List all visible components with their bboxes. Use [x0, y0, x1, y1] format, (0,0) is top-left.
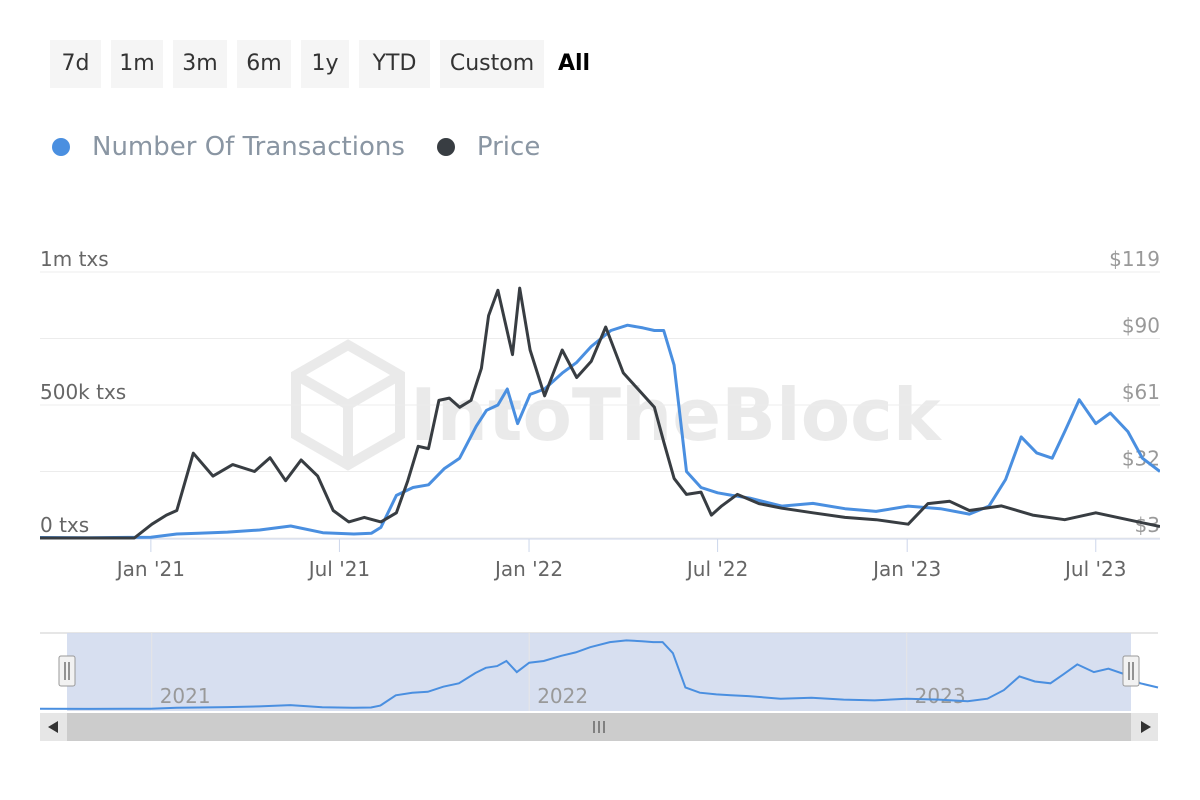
scrollbar-thumb[interactable] [67, 713, 1131, 741]
watermark-text: IntoTheBlock [410, 373, 943, 457]
legend-item-price[interactable]: Price [436, 132, 541, 162]
range-6m-button[interactable]: 6m [237, 40, 291, 88]
range-selector: 7d 1m 3m 6m 1y YTD Custom All [50, 40, 604, 88]
legend-item-transactions[interactable]: Number Of Transactions [52, 132, 405, 162]
watermark: IntoTheBlock [291, 339, 943, 471]
navigator-handle-body [58, 655, 76, 687]
range-1y-button[interactable]: 1y [301, 40, 349, 88]
x-axis-tick-label: Jul '22 [685, 557, 748, 581]
legend-label-transactions: Number Of Transactions [92, 132, 405, 162]
x-axis-tick-label: Jan '22 [493, 557, 563, 581]
navigator-handle[interactable] [58, 655, 76, 687]
left-axis-tick-label: 500k txs [40, 380, 126, 404]
scroll-left-arrow-icon [48, 721, 58, 733]
chart-legend: Number Of Transactions Price [52, 132, 572, 162]
navigator-year-label: 2021 [160, 684, 211, 708]
series-line-transactions [40, 323, 1160, 540]
navigator-year-label: 2023 [915, 684, 966, 708]
scrollbar-track[interactable] [40, 713, 1158, 741]
right-axis-tick-label: $90 [1122, 314, 1160, 338]
left-axis-tick-label: 0 txs [40, 513, 89, 537]
right-axis-tick-label: $119 [1109, 247, 1160, 271]
range-7d-button[interactable]: 7d [50, 40, 101, 88]
series-line-price [40, 286, 1160, 540]
right-axis-tick-label: $32 [1122, 447, 1160, 471]
range-custom-button[interactable]: Custom [440, 40, 544, 88]
scroll-right-arrow-icon [1141, 721, 1151, 733]
scrollbar-left-button[interactable] [40, 713, 67, 741]
legend-dot-transactions [52, 138, 70, 156]
navigator-handle[interactable] [1122, 655, 1140, 687]
left-axis-tick-label: 1m txs [40, 247, 109, 271]
range-all-button[interactable]: All [554, 40, 594, 88]
navigator-selection[interactable] [67, 633, 1131, 711]
range-3m-button[interactable]: 3m [173, 40, 227, 88]
x-axis-tick-label: Jan '23 [871, 557, 941, 581]
range-ytd-button[interactable]: YTD [359, 40, 430, 88]
x-axis-tick-label: Jul '21 [307, 557, 370, 581]
range-1m-button[interactable]: 1m [111, 40, 163, 88]
legend-dot-price [436, 138, 455, 156]
right-axis-tick-label: $61 [1122, 380, 1160, 404]
navigator-handle-body [1122, 655, 1140, 687]
right-axis-tick-label: $3 [1135, 513, 1160, 537]
scrollbar-right-button[interactable] [1131, 713, 1158, 741]
x-axis-tick-label: Jul '23 [1063, 557, 1126, 581]
navigator-year-label: 2022 [537, 684, 588, 708]
legend-label-price: Price [476, 132, 541, 162]
navigator-series-line [39, 639, 1159, 710]
navigator-background [40, 633, 1158, 711]
x-axis-tick-label: Jan '21 [115, 557, 185, 581]
